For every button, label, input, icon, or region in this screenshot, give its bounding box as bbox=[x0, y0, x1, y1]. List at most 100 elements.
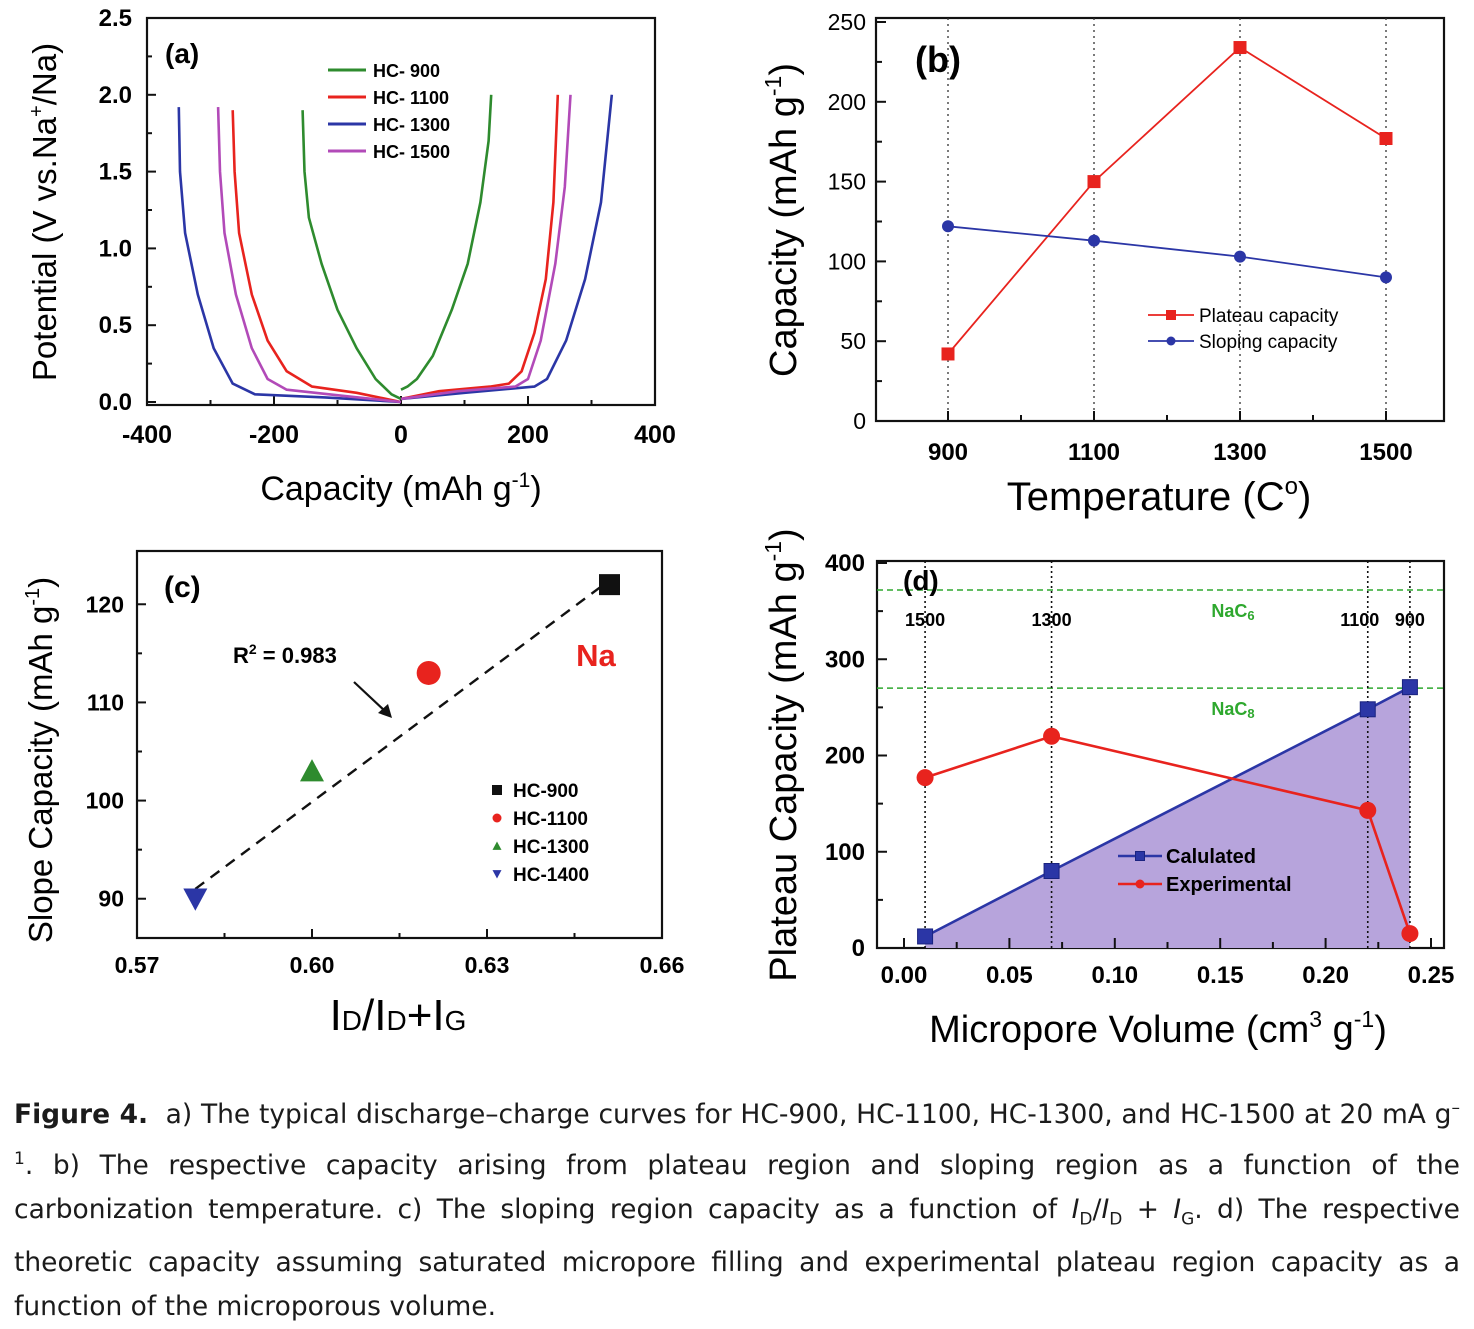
panel-b-plateau-point bbox=[1233, 41, 1247, 55]
panel-a-hc-900-charge-curve bbox=[400, 94, 493, 391]
panel-d-ytick-label: 0 bbox=[852, 935, 865, 962]
panel-c-fit-line bbox=[194, 583, 605, 890]
panel-c-legend-label: HC-1400 bbox=[513, 865, 589, 886]
panel-b-ytick-label: 250 bbox=[828, 9, 866, 35]
panel-a: -400 -200 0 200 400 0.0 0.5 1.0 1.5 2.0 2.5 Capaci… bbox=[26, 5, 676, 508]
caption-label: Figure 4. bbox=[14, 1098, 149, 1130]
panel-d-legend: Calulated Experimental bbox=[1118, 846, 1292, 896]
panel-a-xtick-label: -200 bbox=[249, 421, 299, 449]
panel-b-plateau-point bbox=[1087, 175, 1101, 189]
panel-d-ytick-label: 200 bbox=[825, 743, 865, 770]
panel-d-legend-label: Calulated bbox=[1166, 846, 1256, 868]
panel-d-reference-label: NaC8 bbox=[1211, 699, 1254, 721]
panel-a-ytick-label: 2.0 bbox=[99, 82, 132, 109]
panel-d-calulated-point bbox=[1359, 701, 1376, 718]
panel-d-experimental-point bbox=[1359, 801, 1377, 819]
panel-d-ytick-label: 300 bbox=[825, 646, 865, 673]
panel-d-series bbox=[916, 679, 1419, 945]
panel-d-ylabel: Plateau Capacity (mAh g-1) bbox=[760, 528, 805, 981]
panel-d-reference-lines: NaC6 NaC8 1500 1300 1100 900 bbox=[877, 561, 1444, 948]
panel-a-legend-label: HC- 1100 bbox=[373, 88, 449, 108]
panel-c-hc-900-point bbox=[599, 574, 620, 596]
panel-d-xtick-label: 0.00 bbox=[881, 962, 928, 989]
panel-c-arrowhead bbox=[378, 704, 392, 718]
panel-a-ytick-label: 2.5 bbox=[99, 5, 132, 32]
panel-d-xlabel: Micropore Volume (cm3 g-1) bbox=[929, 1006, 1387, 1051]
panel-d-experimental-point bbox=[1401, 925, 1419, 943]
panel-b-sloping-point bbox=[1088, 234, 1100, 247]
panel-b-plateau-point bbox=[1379, 132, 1393, 146]
panel-d-experimental-point bbox=[1043, 727, 1061, 745]
panel-d-xtick-label: 0.25 bbox=[1408, 962, 1455, 989]
panel-a-legend-label: HC- 1300 bbox=[373, 115, 450, 135]
panel-c-hc-1300-point bbox=[300, 759, 324, 782]
panel-d-legend-label: Experimental bbox=[1166, 874, 1292, 896]
panel-b-ytick-label: 200 bbox=[828, 89, 866, 115]
panel-b-plateau-point bbox=[941, 347, 955, 361]
panel-c-r2-annotation: R2 = 0.983 bbox=[233, 641, 337, 668]
panel-a-letter: (a) bbox=[165, 38, 199, 69]
panel-a-ticks: -400 -200 0 200 400 0.0 0.5 1.0 1.5 2.0 2.5 bbox=[99, 5, 676, 449]
panel-b-xtick-label: 900 bbox=[928, 439, 968, 466]
panel-b-sloping-point bbox=[1380, 271, 1392, 284]
panel-a-hc-1500-discharge-curve bbox=[216, 107, 402, 404]
panel-c-legend-label: HC-900 bbox=[513, 781, 578, 802]
panel-d-vertical-guide-label: 1100 bbox=[1340, 610, 1379, 630]
panel-d-xtick-label: 0.20 bbox=[1302, 962, 1349, 989]
panel-a-xtick-label: 200 bbox=[507, 421, 549, 449]
panel-d-experimental-line bbox=[924, 734, 1412, 935]
panel-d-reference-label: NaC6 bbox=[1211, 601, 1254, 623]
figure-caption: Figure 4. a) The typical discharge–charg… bbox=[14, 1098, 1461, 1322]
panel-c-series bbox=[183, 574, 620, 911]
panel-c-ytick-label: 100 bbox=[86, 788, 124, 814]
panel-c-xtick-label: 0.57 bbox=[115, 952, 160, 978]
panel-c-na-label: Na bbox=[576, 638, 616, 673]
panel-d-shaded-area bbox=[925, 687, 1410, 948]
panel-d-legend-marker bbox=[1135, 879, 1145, 889]
panel-a-hc-1300-charge-curve bbox=[400, 94, 614, 401]
panel-a-xtick-label: -400 bbox=[122, 421, 172, 449]
panel-a-legend: HC- 900 HC- 1100 HC- 1300 HC- 1500 bbox=[328, 61, 450, 162]
panel-a-hc-1100-charge-curve bbox=[400, 94, 560, 401]
panel-d-vertical-guide-label: 1500 bbox=[905, 610, 945, 630]
panel-d-calulated-point bbox=[917, 928, 934, 945]
panel-d: NaC6 NaC8 1500 1300 1100 900 0.00 0.05 0.10 0.15… bbox=[760, 528, 1454, 1051]
panel-c-ylabel: Slope Capacity (mAh g-1) bbox=[22, 577, 59, 943]
panel-b-frame bbox=[874, 16, 1446, 423]
panel-c-legend-marker bbox=[492, 785, 502, 795]
panel-a-legend-label: HC- 900 bbox=[373, 61, 440, 81]
panel-d-vertical-guide-label: 1300 bbox=[1032, 610, 1072, 630]
panel-b-xtick-label: 1300 bbox=[1213, 439, 1266, 466]
panel-b-series bbox=[941, 41, 1393, 361]
panel-b-ytick-label: 0 bbox=[853, 408, 866, 434]
panel-b-plateau-line bbox=[947, 46, 1387, 355]
panel-d-calulated-line bbox=[924, 686, 1411, 938]
panel-b-legend-marker bbox=[1166, 310, 1176, 320]
panel-a-hc-900-discharge-curve bbox=[301, 110, 402, 401]
panel-c-legend: HC-900 HC-1100 HC-1300 HC-1400 bbox=[492, 781, 589, 886]
panel-c-ytick-label: 120 bbox=[86, 591, 124, 617]
panel-b-sloping-point bbox=[1234, 250, 1246, 263]
panel-d-vertical-guide-label: 900 bbox=[1395, 610, 1425, 630]
panel-b-xlabel: Temperature (Co) bbox=[1007, 473, 1312, 519]
panel-a-hc-1300-discharge-curve bbox=[177, 107, 402, 404]
panel-b-ticks: 0 50 100 150 200 250 900 1100 1300 1500 bbox=[828, 9, 1413, 466]
panel-d-xtick-label: 0.10 bbox=[1091, 962, 1138, 989]
panel-c-hc-1100-point bbox=[416, 660, 441, 685]
panel-c-ticks: 0.57 0.60 0.63 0.66 90 100 110 120 bbox=[86, 591, 685, 978]
panel-a-hc-1100-discharge-curve bbox=[231, 110, 402, 404]
panel-a-ytick-label: 0.5 bbox=[99, 312, 132, 339]
panel-b-ytick-label: 50 bbox=[840, 328, 866, 354]
panel-a-hc-1500-charge-curve bbox=[400, 94, 572, 401]
panel-c-ytick-label: 90 bbox=[98, 886, 124, 912]
panel-c-ytick-label: 110 bbox=[87, 689, 124, 715]
panel-a-xtick-label: 0 bbox=[394, 421, 408, 449]
panel-b-legend-label: Plateau capacity bbox=[1199, 306, 1339, 327]
panel-c: 0.57 0.60 0.63 0.66 90 100 110 120 ID/ID+IG Slo… bbox=[22, 549, 685, 1040]
panel-c-legend-marker bbox=[492, 870, 502, 879]
panel-d-xtick-label: 0.05 bbox=[986, 962, 1033, 989]
panel-c-xtick-label: 0.63 bbox=[465, 952, 510, 978]
panel-b-sloping-line bbox=[947, 225, 1387, 279]
panel-a-curves bbox=[177, 94, 614, 404]
panel-d-xtick-label: 0.15 bbox=[1197, 962, 1244, 989]
